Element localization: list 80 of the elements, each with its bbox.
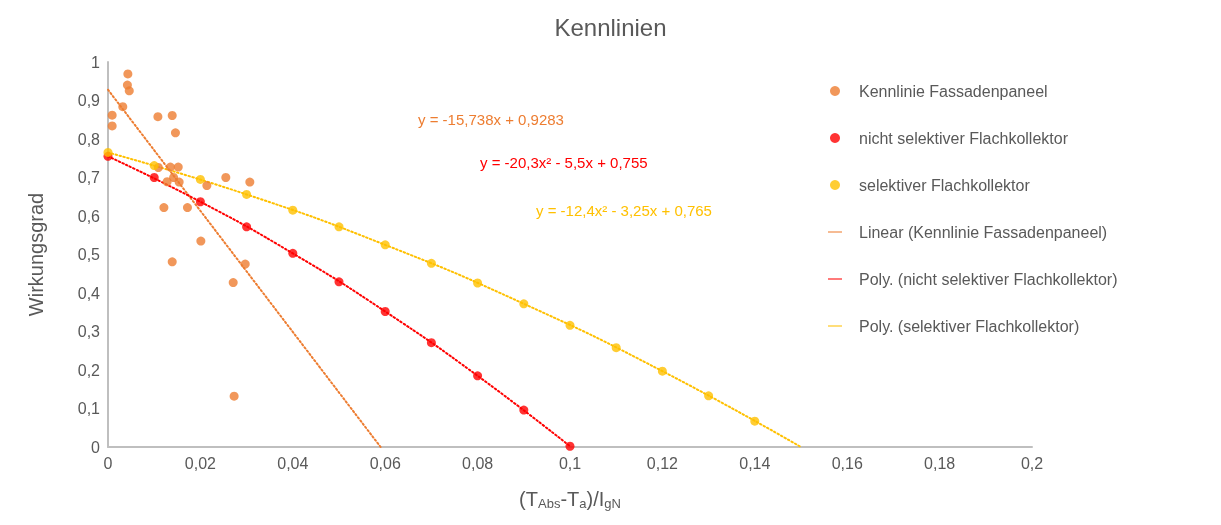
point xyxy=(657,366,667,376)
point xyxy=(123,69,133,79)
x-tick-label: 0,14 xyxy=(739,454,771,472)
legend-label: Poly. (selektiver Flachkollektor) xyxy=(859,317,1080,335)
x-tick-label: 0,06 xyxy=(369,454,401,472)
point xyxy=(288,248,298,258)
point xyxy=(334,222,344,232)
point xyxy=(221,173,231,182)
point xyxy=(565,441,575,451)
legend-label: Poly. (nicht selektiver Flachkollektor) xyxy=(859,270,1118,288)
point xyxy=(195,174,205,184)
point xyxy=(380,240,390,250)
point xyxy=(182,203,192,213)
x-tick-label: 0,18 xyxy=(924,454,956,472)
x-tick-label: 0,1 xyxy=(558,454,582,472)
point xyxy=(170,128,180,138)
legend-label: nicht selektiver Flachkollektor xyxy=(859,129,1069,147)
point xyxy=(426,338,436,348)
point xyxy=(149,161,159,171)
point xyxy=(288,205,298,215)
point xyxy=(195,197,205,207)
point xyxy=(149,173,159,182)
y-tick-label: 0,4 xyxy=(77,284,101,302)
x-tick-label: 0,08 xyxy=(462,454,494,472)
legend-label: Linear (Kennlinie Fassadenpaneel) xyxy=(859,223,1108,241)
x-tick-label: 0,12 xyxy=(646,454,679,472)
point xyxy=(167,257,177,267)
point xyxy=(174,177,184,187)
legend-label: Kennlinie Fassadenpaneel xyxy=(859,82,1048,100)
point xyxy=(228,278,238,288)
legend-label: selektiver Flachkollektor xyxy=(859,176,1031,194)
point xyxy=(103,147,113,157)
point xyxy=(153,112,163,122)
y-tick-label: 0,6 xyxy=(77,207,101,225)
y-tick-label: 0,5 xyxy=(77,246,101,263)
y-tick-label: 0,9 xyxy=(77,92,101,109)
y-axis-title: Wirkungsgrad xyxy=(25,192,47,317)
point xyxy=(167,111,177,121)
y-tick-label: 0 xyxy=(91,438,101,456)
x-tick-label: 0,02 xyxy=(184,454,217,472)
x-tick-label: 0,04 xyxy=(277,454,309,472)
point xyxy=(196,236,206,246)
point xyxy=(107,121,117,131)
y-tick-label: 0,2 xyxy=(77,361,101,379)
point xyxy=(165,162,175,172)
point xyxy=(426,258,436,268)
y-tick-label: 0,8 xyxy=(77,130,101,148)
point xyxy=(380,306,390,316)
point xyxy=(229,391,239,401)
point xyxy=(473,371,483,381)
point xyxy=(245,177,255,187)
point xyxy=(242,189,252,199)
y-tick-label: 0,7 xyxy=(77,169,101,186)
point xyxy=(124,86,134,96)
point xyxy=(565,320,575,330)
point xyxy=(107,110,117,120)
y-tick-label: 1 xyxy=(91,53,101,71)
x-tick-label: 0 xyxy=(103,454,113,472)
point xyxy=(202,181,212,191)
chart-title: Kennlinien xyxy=(554,13,667,41)
point xyxy=(704,391,714,401)
point xyxy=(162,177,172,187)
point xyxy=(519,405,529,415)
point xyxy=(750,416,760,426)
point xyxy=(242,222,252,232)
point xyxy=(473,278,483,288)
point xyxy=(519,299,529,309)
point xyxy=(334,277,344,287)
annotation: y = -20,3x² - 5,5x + 0,755 xyxy=(480,154,648,171)
point xyxy=(173,162,183,172)
y-tick-label: 0,3 xyxy=(77,323,101,340)
annotation: y = -15,738x + 0,9283 xyxy=(418,111,564,128)
x-tick-label: 0,2 xyxy=(1020,454,1044,472)
annotation: y = -12,4x² - 3,25x + 0,765 xyxy=(536,202,712,219)
point xyxy=(118,102,128,112)
point xyxy=(240,259,250,269)
point xyxy=(611,343,621,353)
x-tick-label: 0,16 xyxy=(831,454,863,472)
point xyxy=(159,203,169,213)
y-tick-label: 0,1 xyxy=(77,400,101,417)
